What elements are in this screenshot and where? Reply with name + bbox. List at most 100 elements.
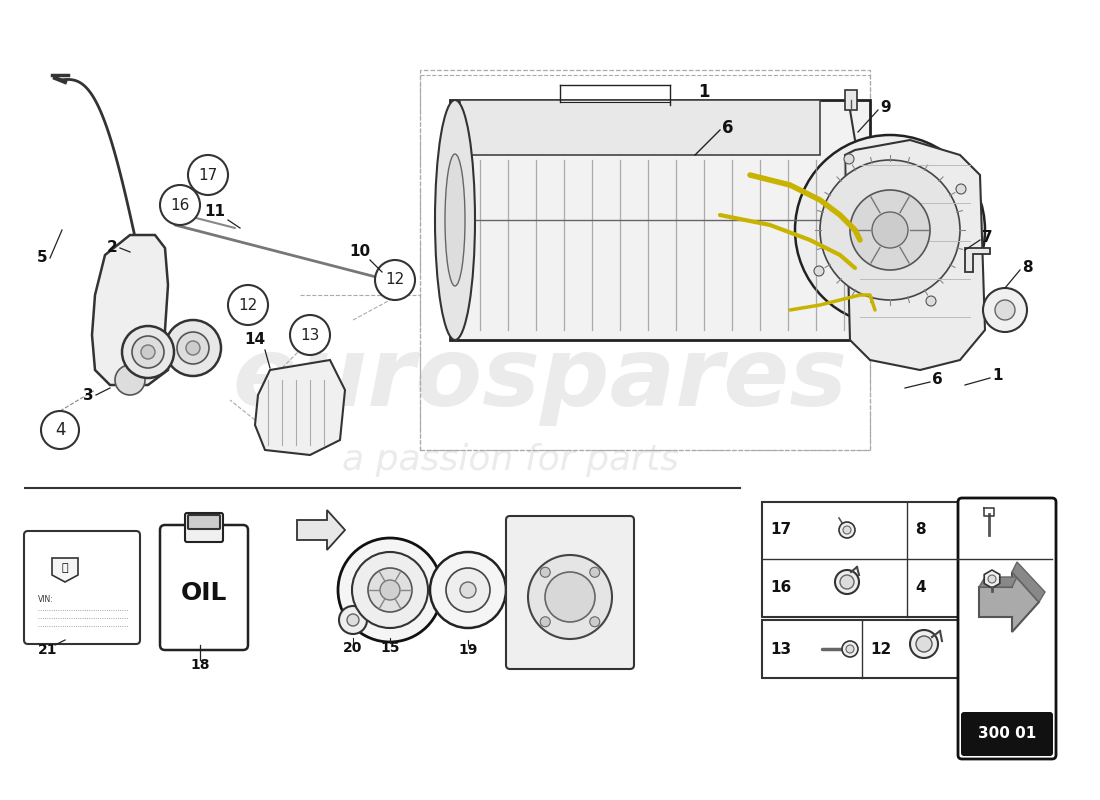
Circle shape xyxy=(41,411,79,449)
Text: 18: 18 xyxy=(190,658,210,672)
Polygon shape xyxy=(984,570,1000,588)
Text: 13: 13 xyxy=(300,327,320,342)
Circle shape xyxy=(122,326,174,378)
Text: 8: 8 xyxy=(1022,261,1033,275)
Circle shape xyxy=(590,617,600,626)
Circle shape xyxy=(926,296,936,306)
Text: 2015: 2015 xyxy=(769,201,970,270)
Polygon shape xyxy=(92,235,168,385)
Circle shape xyxy=(910,630,938,658)
Text: 20: 20 xyxy=(343,641,363,655)
Ellipse shape xyxy=(446,154,465,286)
Polygon shape xyxy=(297,510,345,550)
Text: 🐂: 🐂 xyxy=(62,563,68,573)
Circle shape xyxy=(177,332,209,364)
FancyBboxPatch shape xyxy=(958,498,1056,759)
Circle shape xyxy=(160,185,200,225)
Text: 16: 16 xyxy=(170,198,189,213)
Bar xyxy=(762,502,1052,617)
Circle shape xyxy=(375,260,415,300)
Text: 16: 16 xyxy=(770,579,791,594)
Text: 14: 14 xyxy=(244,333,265,347)
Circle shape xyxy=(872,212,908,248)
Circle shape xyxy=(352,552,428,628)
Circle shape xyxy=(814,266,824,276)
Circle shape xyxy=(338,538,442,642)
FancyBboxPatch shape xyxy=(24,531,140,644)
Text: 7: 7 xyxy=(982,230,992,246)
Polygon shape xyxy=(52,558,78,582)
Text: 9: 9 xyxy=(880,101,891,115)
Bar xyxy=(450,100,870,340)
Circle shape xyxy=(846,645,854,653)
Text: 17: 17 xyxy=(198,167,218,182)
Bar xyxy=(762,620,962,678)
FancyBboxPatch shape xyxy=(188,515,220,529)
Text: 11: 11 xyxy=(205,205,225,219)
Circle shape xyxy=(141,345,155,359)
Circle shape xyxy=(446,568,490,612)
Ellipse shape xyxy=(434,100,475,340)
Bar xyxy=(845,90,857,110)
FancyBboxPatch shape xyxy=(506,516,634,669)
Circle shape xyxy=(983,288,1027,332)
Circle shape xyxy=(844,154,854,164)
FancyBboxPatch shape xyxy=(160,525,248,650)
Bar xyxy=(460,100,820,155)
Circle shape xyxy=(839,522,855,538)
Circle shape xyxy=(540,617,550,626)
Circle shape xyxy=(379,580,400,600)
Text: 8: 8 xyxy=(915,522,925,538)
Bar xyxy=(420,70,870,450)
Text: 2: 2 xyxy=(107,241,118,255)
Circle shape xyxy=(850,190,930,270)
Text: 6: 6 xyxy=(722,119,734,137)
Circle shape xyxy=(430,552,506,628)
Text: 4: 4 xyxy=(915,579,925,594)
Text: a passion for parts: a passion for parts xyxy=(341,443,679,477)
Text: 10: 10 xyxy=(350,245,371,259)
Circle shape xyxy=(339,606,367,634)
Text: 19: 19 xyxy=(459,643,477,657)
Circle shape xyxy=(795,135,984,325)
Circle shape xyxy=(916,636,932,652)
Text: 5: 5 xyxy=(36,250,47,266)
FancyBboxPatch shape xyxy=(185,513,223,542)
Circle shape xyxy=(188,155,228,195)
Circle shape xyxy=(528,555,612,639)
Text: 12: 12 xyxy=(239,298,257,313)
Circle shape xyxy=(820,160,960,300)
Circle shape xyxy=(165,320,221,376)
Circle shape xyxy=(116,365,145,395)
Text: 12: 12 xyxy=(385,273,405,287)
Text: 13: 13 xyxy=(770,642,791,657)
Text: 6: 6 xyxy=(932,373,943,387)
Polygon shape xyxy=(979,572,1040,632)
Text: VIN:: VIN: xyxy=(39,595,54,605)
Text: 4: 4 xyxy=(55,421,65,439)
Circle shape xyxy=(956,184,966,194)
Circle shape xyxy=(540,567,550,578)
Circle shape xyxy=(228,285,268,325)
Text: 3: 3 xyxy=(82,387,94,402)
Circle shape xyxy=(590,567,600,578)
Polygon shape xyxy=(965,248,990,272)
Circle shape xyxy=(460,582,476,598)
Circle shape xyxy=(368,568,412,612)
Text: eurospares: eurospares xyxy=(232,334,848,426)
Polygon shape xyxy=(255,360,345,455)
Polygon shape xyxy=(845,140,984,370)
Text: 12: 12 xyxy=(870,642,891,657)
Circle shape xyxy=(842,641,858,657)
Circle shape xyxy=(290,315,330,355)
Circle shape xyxy=(835,570,859,594)
Polygon shape xyxy=(1012,562,1045,602)
Circle shape xyxy=(346,614,359,626)
Text: OIL: OIL xyxy=(180,581,228,605)
Text: 21: 21 xyxy=(39,643,57,657)
Circle shape xyxy=(988,575,996,583)
Text: 15: 15 xyxy=(381,641,399,655)
Circle shape xyxy=(132,336,164,368)
Circle shape xyxy=(544,572,595,622)
Circle shape xyxy=(996,300,1015,320)
